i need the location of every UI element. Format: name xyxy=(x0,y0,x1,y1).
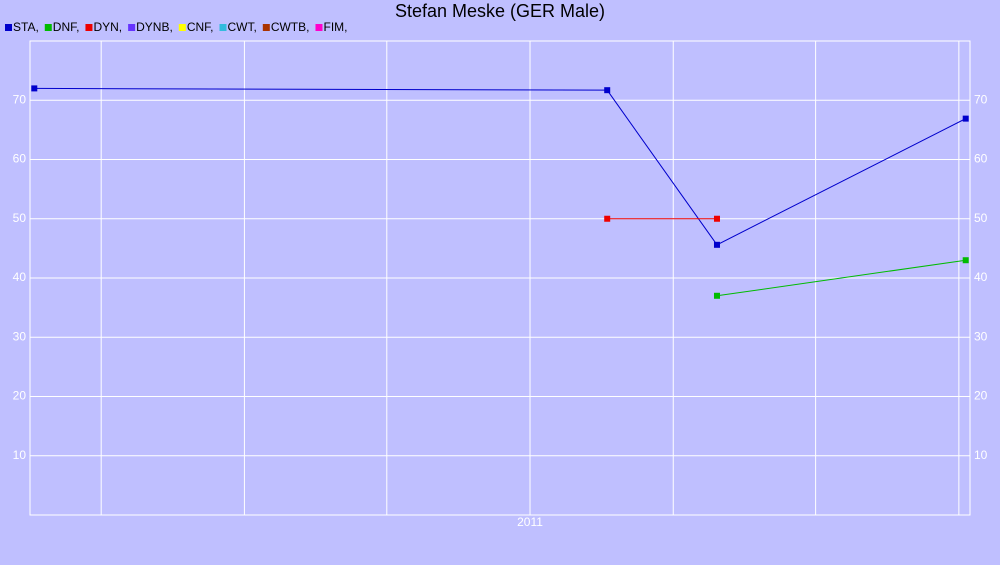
legend-label: DYN, xyxy=(93,20,122,34)
y2-tick-label: 30 xyxy=(974,329,988,343)
legend-swatch xyxy=(128,24,136,31)
y2-tick-label: 20 xyxy=(974,389,988,403)
legend-swatch xyxy=(315,24,323,31)
series-line xyxy=(716,259,966,297)
y-tick-label: 30 xyxy=(13,329,27,343)
legend-label: CWTB, xyxy=(271,20,310,34)
data-point xyxy=(713,241,720,248)
data-point xyxy=(604,87,611,94)
legend-label: CWT, xyxy=(227,20,256,34)
legend-swatch xyxy=(178,24,186,31)
y-tick-label: 20 xyxy=(13,389,27,403)
data-point xyxy=(962,257,969,264)
legend-label: STA, xyxy=(13,20,39,34)
legend-swatch xyxy=(219,24,227,31)
y2-tick-label: 10 xyxy=(974,448,988,462)
legend-label: DYNB, xyxy=(136,20,173,34)
y2-tick-label: 70 xyxy=(974,92,988,106)
data-point xyxy=(962,115,969,122)
y2-tick-label: 40 xyxy=(974,270,988,284)
legend-swatch xyxy=(5,24,12,31)
legend-label: FIM, xyxy=(323,20,347,34)
y-tick-label: 10 xyxy=(13,448,27,462)
y-tick-label: 40 xyxy=(13,270,27,284)
data-point xyxy=(713,215,720,222)
legend-label: CNF, xyxy=(187,20,214,34)
legend-swatch xyxy=(85,24,93,31)
data-point xyxy=(31,85,38,92)
legend-label: DNF, xyxy=(53,20,80,34)
chart-title: Stefan Meske (GER Male) xyxy=(395,1,605,21)
y2-tick-label: 60 xyxy=(974,152,988,166)
x-tick-label: 2011 xyxy=(517,515,543,529)
y2-tick-label: 50 xyxy=(974,211,988,225)
y-tick-label: 70 xyxy=(13,92,27,106)
y-tick-label: 50 xyxy=(13,211,27,225)
legend-swatch xyxy=(44,24,52,31)
series-line xyxy=(34,87,966,246)
data-point xyxy=(604,215,611,222)
y-tick-label: 60 xyxy=(13,152,27,166)
legend-swatch xyxy=(262,24,270,31)
data-point xyxy=(713,292,720,299)
